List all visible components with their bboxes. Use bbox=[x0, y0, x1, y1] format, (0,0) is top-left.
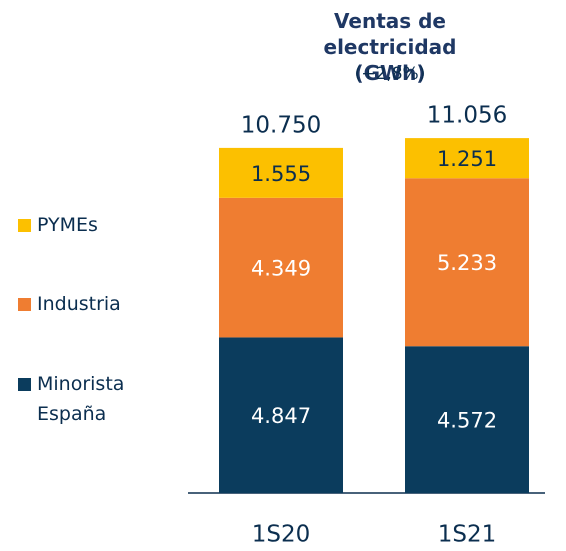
chart-title: Ventas de electricidad (GWh) bbox=[323, 9, 457, 85]
data-label: 5.233 bbox=[437, 251, 497, 275]
data-label: 4.572 bbox=[437, 409, 497, 433]
bar-segment bbox=[405, 138, 529, 179]
legend-label: Industria bbox=[37, 293, 121, 315]
legend-label: PYMEs bbox=[37, 214, 98, 236]
legend-item: Industria bbox=[16, 289, 147, 319]
chart-subtitle: (+2,8%) bbox=[354, 64, 426, 84]
legend-swatch bbox=[18, 219, 31, 232]
data-label: 4.847 bbox=[251, 404, 311, 428]
total-label: 11.056 bbox=[427, 103, 507, 129]
bar-segment bbox=[405, 178, 529, 347]
x-tick-label: 1S21 bbox=[438, 522, 497, 548]
data-label: 1.251 bbox=[437, 147, 497, 171]
legend-swatch bbox=[18, 378, 31, 391]
legend-item: Minorista España bbox=[16, 369, 147, 429]
bar-segment bbox=[405, 346, 529, 493]
total-label: 10.750 bbox=[241, 112, 321, 138]
data-label: 1.555 bbox=[251, 162, 311, 186]
bar-segment bbox=[219, 337, 343, 493]
x-tick-label: 1S20 bbox=[252, 522, 311, 548]
legend-item: PYMEs bbox=[16, 210, 147, 240]
legend-label: Minorista España bbox=[37, 373, 125, 425]
legend-swatch bbox=[18, 298, 31, 311]
bar-segment bbox=[219, 147, 343, 198]
bar-segment bbox=[219, 197, 343, 338]
data-label: 4.349 bbox=[251, 257, 311, 281]
